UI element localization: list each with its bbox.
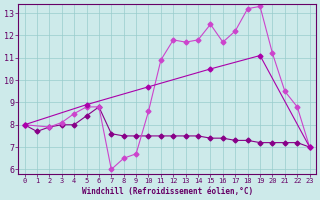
X-axis label: Windchill (Refroidissement éolien,°C): Windchill (Refroidissement éolien,°C) bbox=[82, 187, 253, 196]
